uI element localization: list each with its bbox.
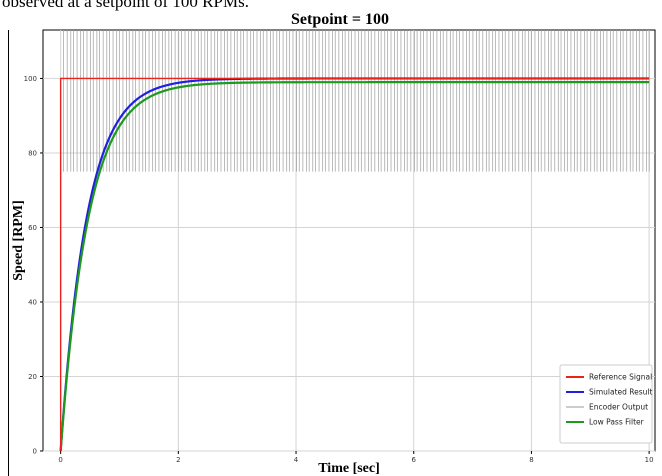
y-axis-title: Speed [RPM] [11,200,26,281]
series-group [59,30,650,451]
x-tick-label: 10 [645,456,654,464]
x-axis-ticks: 0 2 4 6 8 10 [58,451,654,464]
y-tick-label: 100 [24,75,37,83]
legend-box [559,364,653,444]
x-tick-label: 6 [411,456,416,464]
y-tick-label: 20 [28,373,37,381]
series-layer [59,30,650,451]
encoder-output-line [63,30,650,172]
y-tick-label: 80 [28,149,37,157]
low-pass-filter-line [59,81,650,451]
y-tick-label: 40 [28,298,37,306]
y-axis-ticks: 0 20 40 60 80 100 [24,75,43,456]
y-tick-label: 0 [33,448,37,456]
x-tick-label: 2 [176,456,180,464]
reference-signal-line [59,77,650,451]
legend-label: Low Pass Filter [589,418,645,427]
caption-text: observed at a setpoint of 100 RPMs. [2,0,249,11]
x-tick-label: 0 [58,456,62,464]
legend-label: Simulated Result [589,388,653,397]
x-tick-label: 4 [294,456,299,464]
x-axis-title: Time [sec] [318,461,380,476]
legend-label: Encoder Output [589,403,648,412]
y-tick-label: 60 [28,224,37,232]
legend: Reference Signal Simulated Result Encoder … [559,364,653,444]
chart-title: Setpoint = 100 [291,11,389,28]
legend-label: Reference Signal [589,373,652,382]
x-tick-label: 8 [529,456,533,464]
